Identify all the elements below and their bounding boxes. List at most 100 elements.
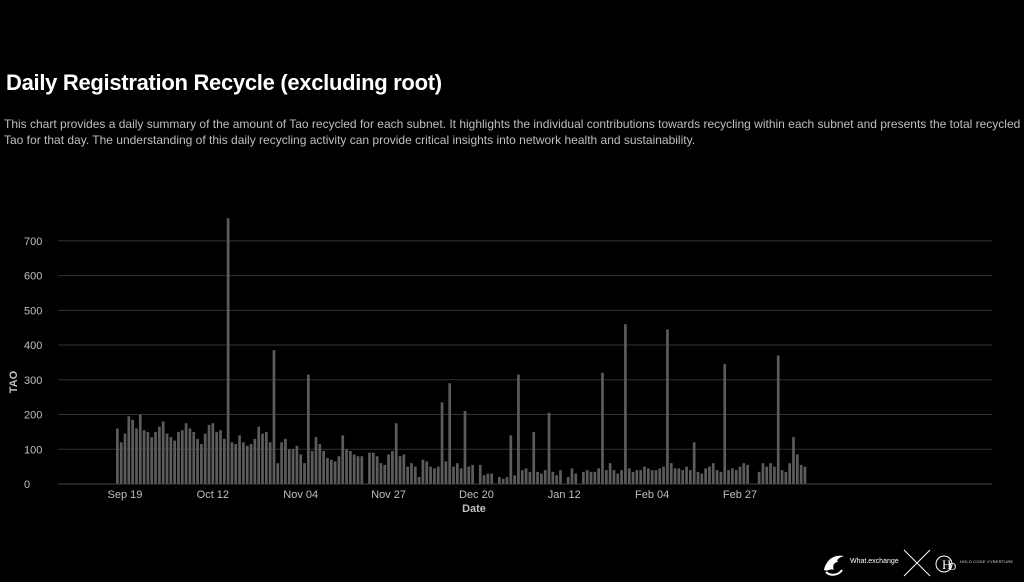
bar xyxy=(158,426,161,484)
bar xyxy=(792,437,795,484)
bar xyxy=(455,463,459,484)
bar xyxy=(161,421,165,484)
bar xyxy=(593,471,597,484)
bar xyxy=(314,437,318,484)
bar xyxy=(150,437,154,484)
bar xyxy=(368,452,371,484)
x-cross-icon xyxy=(903,549,931,577)
bar xyxy=(700,473,704,484)
bar xyxy=(677,468,681,484)
bar xyxy=(769,463,772,484)
y-tick-label: 300 xyxy=(24,375,42,387)
x-tick-label: Oct 12 xyxy=(197,489,229,501)
y-tick-label: 100 xyxy=(24,444,42,456)
bar xyxy=(463,411,467,484)
x-tick-labels: Sep 19 Oct 12 Nov 04 Nov 27 Dec 20 Jan 12 Feb … xyxy=(108,489,758,501)
bar xyxy=(639,470,643,484)
x-tick-label: Nov 27 xyxy=(371,489,406,501)
bar xyxy=(490,473,494,484)
bar xyxy=(383,464,387,484)
bar xyxy=(597,468,601,484)
bar xyxy=(131,419,134,484)
bar xyxy=(624,324,627,484)
y-tick-labels: 0 100 200 300 400 500 600 700 xyxy=(24,236,42,491)
bar xyxy=(742,463,746,484)
x-axis-label: Date xyxy=(462,503,486,515)
bar xyxy=(540,473,543,484)
footer-logos: What.exchange H D HOLD CODE CYBERTURE xyxy=(820,546,1020,582)
bar xyxy=(627,468,631,484)
bar xyxy=(123,433,127,484)
bar xyxy=(555,475,558,484)
bar xyxy=(272,350,276,484)
bar xyxy=(467,466,471,484)
bar xyxy=(165,433,169,484)
bar xyxy=(173,440,176,484)
bar xyxy=(620,470,623,484)
bar xyxy=(222,438,226,484)
bar xyxy=(257,426,261,484)
bar xyxy=(570,468,574,484)
svg-text:H: H xyxy=(942,557,951,572)
bar xyxy=(723,364,727,484)
bar xyxy=(287,449,291,484)
bar xyxy=(352,454,356,484)
bar xyxy=(264,431,268,484)
bar xyxy=(708,466,711,484)
bar xyxy=(284,438,287,484)
bar xyxy=(799,464,803,484)
bar xyxy=(524,468,528,484)
bar xyxy=(566,477,570,484)
bar xyxy=(329,459,333,484)
bar xyxy=(280,442,283,484)
bar xyxy=(616,473,620,484)
bar xyxy=(192,431,196,484)
bar xyxy=(402,454,406,484)
bar xyxy=(604,470,608,484)
bar xyxy=(322,451,325,484)
x-tick-label: Dec 20 xyxy=(459,489,494,501)
bar xyxy=(146,431,150,484)
y-tick-label: 0 xyxy=(24,479,30,491)
bar xyxy=(731,468,734,484)
bar xyxy=(356,456,360,484)
bar xyxy=(410,463,413,484)
bar xyxy=(188,428,192,484)
hd-logo-icon: H D xyxy=(935,555,956,573)
bar xyxy=(142,430,146,484)
bar xyxy=(513,475,516,484)
bar xyxy=(631,471,635,484)
bar xyxy=(203,433,207,484)
bar xyxy=(180,430,184,484)
bar xyxy=(307,374,310,484)
bar xyxy=(459,468,463,484)
bar xyxy=(692,442,696,484)
bar xyxy=(391,451,394,484)
bar xyxy=(421,459,425,484)
bird-logo-icon xyxy=(824,555,844,576)
bar xyxy=(116,428,119,484)
bar xyxy=(658,468,662,484)
bar xyxy=(398,456,402,484)
bar xyxy=(310,451,314,484)
y-tick-label: 500 xyxy=(24,305,42,317)
bar xyxy=(643,466,646,484)
bar xyxy=(478,464,482,484)
x-tick-label: Sep 19 xyxy=(108,489,143,501)
bar xyxy=(585,470,589,484)
bar xyxy=(761,463,765,484)
bar xyxy=(784,471,788,484)
bar xyxy=(559,470,562,484)
bar-chart: 0 100 200 300 400 500 600 700 Sep 19 Oct 12 Nov 0… xyxy=(8,218,992,515)
bar xyxy=(433,468,436,484)
bar xyxy=(574,473,578,484)
bar xyxy=(184,423,188,484)
bar xyxy=(226,218,230,484)
bar xyxy=(727,470,730,484)
bar xyxy=(746,464,749,484)
bar xyxy=(528,471,532,484)
chart-description: This chart provides a daily summary of t… xyxy=(4,117,1021,147)
bar xyxy=(696,471,700,484)
footer-brand-hold-code: HOLD CODE CYBERTURE xyxy=(960,559,1014,564)
bar xyxy=(360,456,364,484)
